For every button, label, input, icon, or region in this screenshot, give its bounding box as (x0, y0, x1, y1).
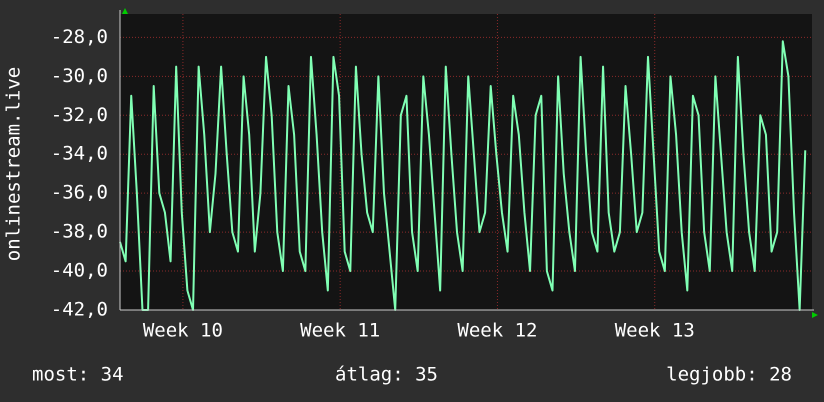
footer-best: legjobb: 28 (666, 364, 792, 386)
y-tick-label: -34,0 (51, 143, 108, 165)
data-line (119, 40, 807, 311)
y-tick-label: -32,0 (51, 104, 108, 126)
y-tick-label: -38,0 (51, 221, 108, 243)
footer-average: átlag: 35 (335, 364, 438, 386)
y-tick-label: -40,0 (51, 260, 108, 282)
y-arrow (122, 8, 128, 14)
y-tick-label: -36,0 (51, 182, 108, 204)
marks (119, 40, 807, 311)
y-tick-label: -30,0 (51, 65, 108, 87)
y-axis-label: onlinestream.live (3, 67, 25, 261)
footer-current: most: 34 (32, 364, 124, 386)
x-arrow (812, 312, 818, 318)
y-tick-label: -28,0 (51, 26, 108, 48)
x-tick-label: Week 10 (143, 320, 223, 342)
y-tick-label: -42,0 (51, 299, 108, 321)
x-tick-label: Week 13 (615, 320, 695, 342)
x-tick-label: Week 11 (300, 320, 380, 342)
x-tick-label: Week 12 (457, 320, 537, 342)
